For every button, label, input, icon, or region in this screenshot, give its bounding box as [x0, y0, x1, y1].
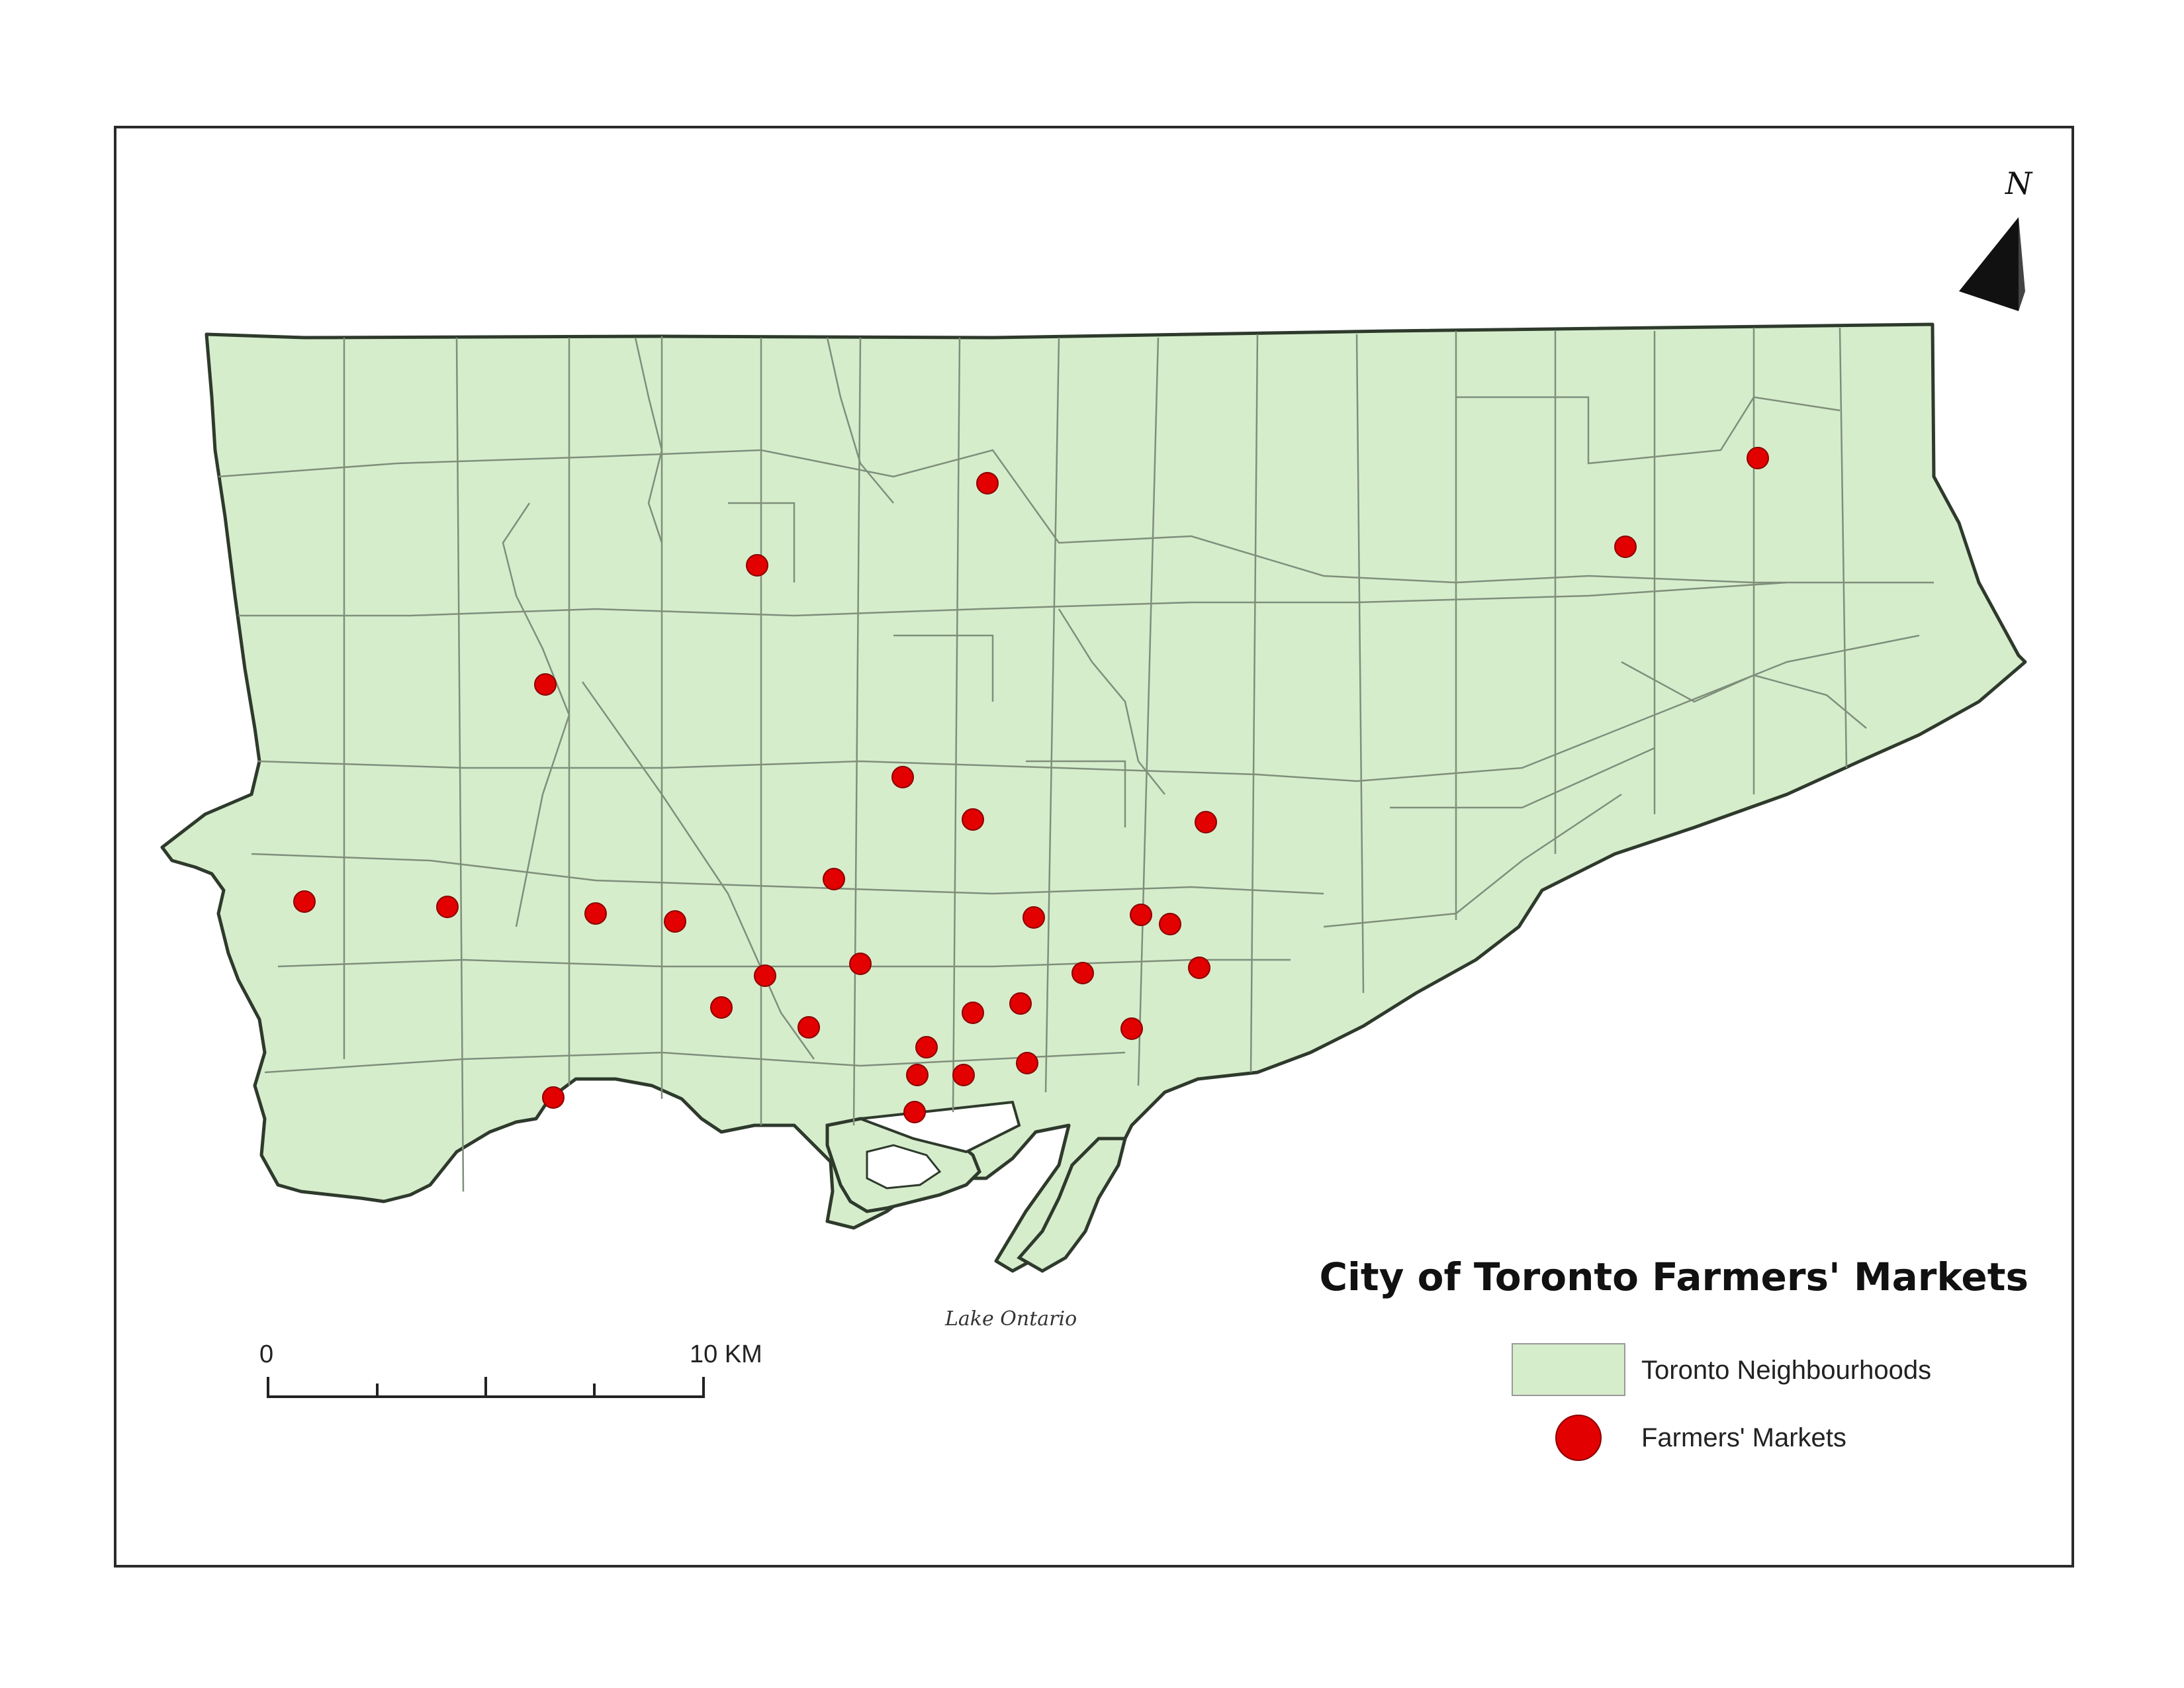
- farmers-market-marker[interactable]: [962, 1002, 984, 1024]
- farmers-market-marker[interactable]: [952, 1064, 975, 1086]
- leslie-spit: [1017, 1137, 1128, 1273]
- farmers-market-marker[interactable]: [797, 1016, 820, 1039]
- legend-markets-label: Farmers' Markets: [1641, 1423, 1846, 1452]
- scale-end-label: 10 KM: [690, 1340, 762, 1368]
- farmers-market-marker[interactable]: [823, 868, 845, 890]
- farmers-market-marker[interactable]: [584, 902, 607, 925]
- farmers-market-marker[interactable]: [1195, 811, 1217, 833]
- neighbourhood-boundaries: [218, 327, 1934, 1192]
- farmers-market-marker[interactable]: [915, 1036, 938, 1058]
- farmers-market-marker[interactable]: [1159, 913, 1181, 935]
- farmers-market-marker[interactable]: [903, 1101, 926, 1123]
- farmers-market-marker[interactable]: [746, 554, 768, 577]
- north-arrow-icon: [1959, 217, 2025, 311]
- scale-start-label: 0: [259, 1340, 274, 1368]
- farmers-market-marker[interactable]: [1023, 906, 1045, 929]
- farmers-market-marker[interactable]: [1614, 536, 1637, 558]
- farmers-market-marker[interactable]: [1016, 1052, 1038, 1074]
- port-lands: [860, 1100, 1021, 1154]
- farmers-market-marker[interactable]: [849, 953, 872, 975]
- legend-neighbourhood-swatch: [1512, 1343, 1625, 1396]
- farmers-market-marker[interactable]: [534, 673, 557, 696]
- farmers-market-marker[interactable]: [710, 996, 733, 1019]
- farmers-market-marker[interactable]: [1071, 962, 1094, 984]
- farmers-market-marker[interactable]: [1747, 447, 1769, 469]
- farmers-market-marker[interactable]: [976, 472, 999, 494]
- farmers-market-marker[interactable]: [906, 1064, 929, 1086]
- legend-market-swatch: [1555, 1415, 1602, 1461]
- farmers-market-marker[interactable]: [1130, 904, 1152, 926]
- farmers-market-marker[interactable]: [1009, 992, 1032, 1015]
- farmers-market-marker[interactable]: [436, 896, 459, 918]
- farmers-market-marker[interactable]: [293, 890, 316, 913]
- farmers-market-marker[interactable]: [754, 964, 776, 987]
- lake-label: Lake Ontario: [945, 1307, 1077, 1331]
- map-frame: [114, 126, 2074, 1568]
- toronto-boundary: [160, 322, 2027, 1273]
- farmers-market-marker[interactable]: [1188, 957, 1210, 979]
- farmers-market-marker[interactable]: [962, 808, 984, 831]
- farmers-markets: [293, 447, 1769, 1123]
- farmers-market-marker[interactable]: [542, 1086, 565, 1109]
- farmers-market-marker[interactable]: [1120, 1017, 1143, 1040]
- farmers-market-marker[interactable]: [664, 910, 686, 933]
- legend-neighbourhoods-label: Toronto Neighbourhoods: [1641, 1356, 1932, 1385]
- farmers-market-marker[interactable]: [891, 766, 914, 788]
- north-label: N: [2005, 165, 2032, 201]
- island-lagoon: [866, 1144, 942, 1190]
- scale-bar: [267, 1377, 705, 1398]
- map-title: City of Toronto Farmers' Markets: [1319, 1254, 2028, 1299]
